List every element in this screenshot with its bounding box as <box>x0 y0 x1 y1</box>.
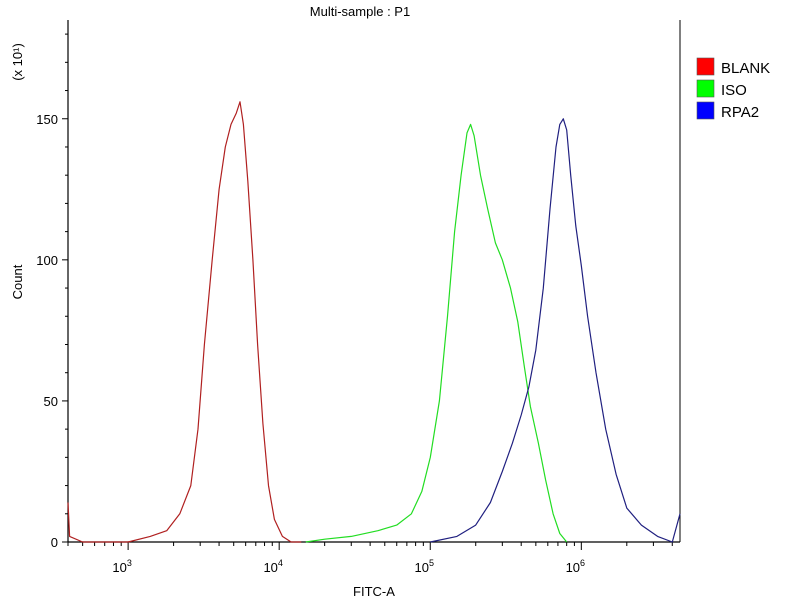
y-multiplier-label: (x 10¹) <box>10 43 25 81</box>
series-line-blank <box>67 101 302 543</box>
series-line-iso <box>305 123 568 543</box>
y-tick-label: 0 <box>51 535 58 550</box>
legend-swatch-iso <box>696 79 715 98</box>
x-ticks: 103 104 105 106 <box>67 542 673 575</box>
legend-swatch-rpa2 <box>696 101 715 120</box>
x-axis-label: FITC-A <box>353 584 395 599</box>
y-ticks: 0 50 100 150 <box>36 33 68 550</box>
legend-label-iso: ISO <box>721 82 747 99</box>
series-line-rpa2 <box>430 118 681 543</box>
chart-title: Multi-sample : P1 <box>310 4 410 19</box>
x-tick-label: 106 <box>566 558 585 575</box>
series-lines <box>67 101 681 543</box>
x-tick-label: 103 <box>112 558 131 575</box>
y-tick-label: 50 <box>44 394 58 409</box>
plot-frame <box>67 20 681 543</box>
y-tick-label: 100 <box>36 253 58 268</box>
legend-label-rpa2: RPA2 <box>721 104 759 121</box>
legend-swatch-blank <box>696 57 715 76</box>
x-tick-label: 105 <box>415 558 434 575</box>
y-tick-label: 150 <box>36 112 58 127</box>
y-axis-label: Count <box>10 264 25 299</box>
legend: BLANK ISO RPA2 <box>696 57 770 121</box>
x-tick-label: 104 <box>263 558 282 575</box>
legend-label-blank: BLANK <box>721 60 770 77</box>
